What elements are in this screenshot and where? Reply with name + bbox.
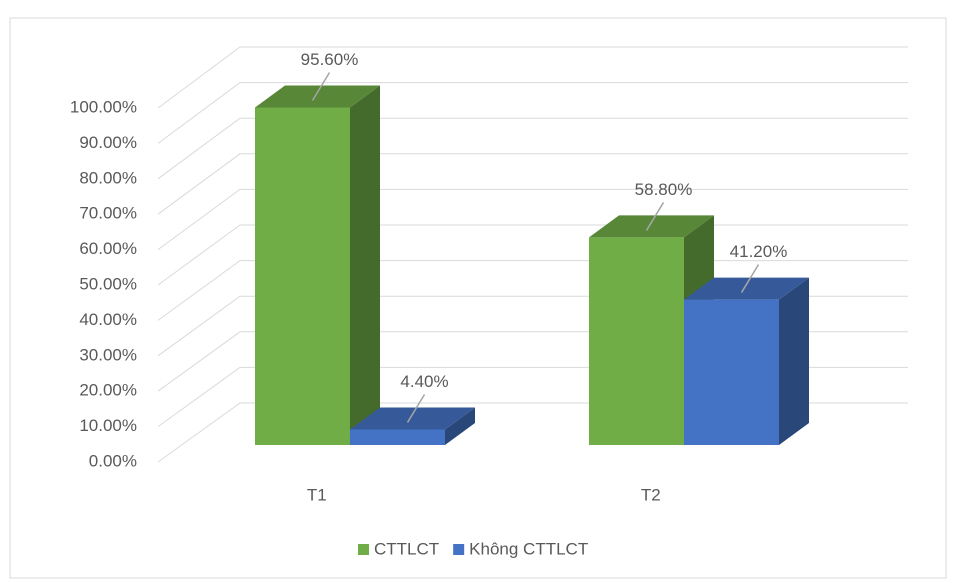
y-tick-label: 10.00%	[79, 416, 137, 435]
legend-swatch	[358, 544, 369, 555]
bar	[350, 407, 475, 445]
bar-front	[350, 429, 445, 445]
grid-line	[157, 82, 908, 144]
leader-line	[406, 394, 426, 423]
legend-swatch	[453, 544, 465, 555]
y-tick-label: 50.00%	[79, 274, 137, 293]
data-label: 41.20%	[730, 242, 788, 261]
bar-side	[445, 407, 475, 445]
grid-line	[157, 46, 908, 109]
bar-front	[684, 299, 779, 445]
bar-top	[350, 407, 475, 430]
bar	[255, 85, 380, 446]
bar-top	[255, 85, 380, 108]
y-tick-label: 40.00%	[79, 310, 137, 329]
y-tick-label: 70.00%	[79, 204, 137, 223]
y-tick-label: 90.00%	[79, 133, 137, 152]
y-tick-label: 30.00%	[79, 345, 137, 364]
grid-line	[157, 153, 908, 215]
x-tick-label: T1	[307, 485, 327, 504]
bar-side	[779, 277, 809, 445]
bar-front	[255, 107, 350, 446]
y-tick-label: 60.00%	[79, 239, 137, 258]
data-label: 4.40%	[400, 372, 448, 391]
bar-top	[589, 215, 714, 238]
bar-top	[684, 277, 809, 300]
x-tick-label: T2	[641, 485, 661, 504]
leader-line	[645, 202, 665, 231]
leader-line	[311, 72, 331, 101]
legend-label: Không CTTLCT	[469, 539, 588, 558]
bar	[684, 277, 809, 445]
y-tick-label: 0.00%	[89, 451, 137, 470]
y-tick-label: 80.00%	[79, 168, 137, 187]
grid-line	[157, 188, 908, 251]
data-label: 58.80%	[635, 180, 693, 199]
grid-line	[157, 117, 908, 180]
legend-label: CTTLCT	[374, 539, 439, 558]
leader-line	[740, 264, 760, 293]
y-tick-label: 20.00%	[79, 381, 137, 400]
y-tick-label: 100.00%	[70, 97, 137, 116]
data-label: 95.60%	[301, 50, 359, 69]
bar-front	[589, 237, 684, 445]
bar-side	[350, 85, 380, 446]
